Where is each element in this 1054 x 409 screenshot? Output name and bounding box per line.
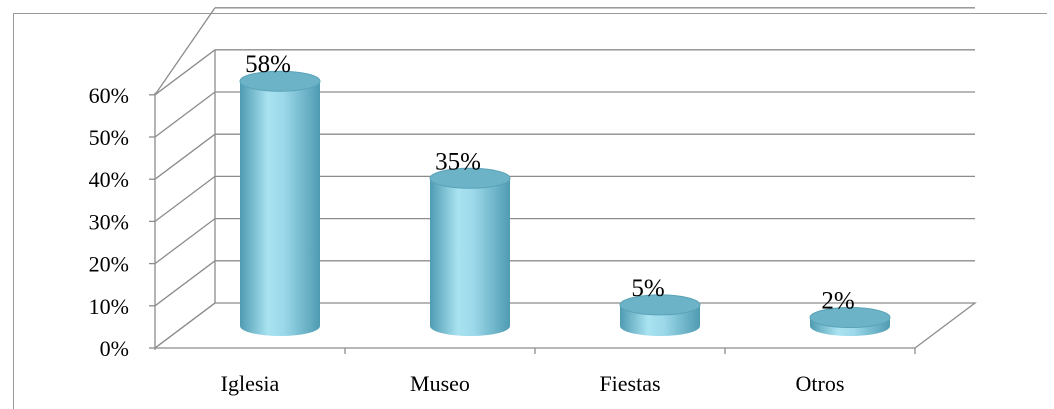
data-label: 35% [435, 148, 481, 175]
x-tick-label: Fiestas [599, 371, 660, 396]
gridline-side [154, 302, 216, 349]
data-label: 2% [821, 288, 854, 315]
gridline-side [154, 260, 216, 307]
y-tick-label: 0% [100, 336, 129, 361]
y-tick-label: 50% [89, 125, 129, 150]
gridline-side [154, 49, 216, 96]
bar-top [809, 307, 891, 329]
data-label: 58% [245, 51, 291, 78]
bar-top [619, 294, 701, 316]
y-tick-label: 20% [89, 252, 129, 277]
gridlines [154, 7, 975, 349]
bar-top [239, 70, 321, 92]
bar-body [240, 81, 320, 337]
axis-lines [149, 92, 916, 354]
gridline-side-top [154, 7, 216, 96]
gridline-side [154, 133, 216, 180]
x-tick-label: Museo [410, 371, 470, 396]
x-tick-label: Iglesia [221, 371, 280, 396]
gridline-side [154, 218, 216, 265]
x-axis-labels: Iglesia Museo Fiestas Otros [221, 371, 845, 396]
y-tick-label: 30% [89, 209, 129, 234]
bar-top [429, 167, 511, 189]
chart-frame [13, 13, 1047, 409]
gridline-side [154, 91, 216, 138]
data-label: 5% [631, 275, 664, 302]
y-tick-label: 40% [89, 167, 129, 192]
y-axis-ticks: 0% 10% 20% 30% 40% 50% 60% [89, 83, 129, 361]
bars [239, 70, 891, 337]
bar-body [430, 178, 510, 336]
gridline-side [154, 175, 216, 222]
y-tick-label: 10% [89, 294, 129, 319]
y-tick-label: 60% [89, 83, 129, 108]
x-tick-label: Otros [796, 371, 845, 396]
data-labels: 58% 35% 5% 2% [245, 51, 855, 314]
